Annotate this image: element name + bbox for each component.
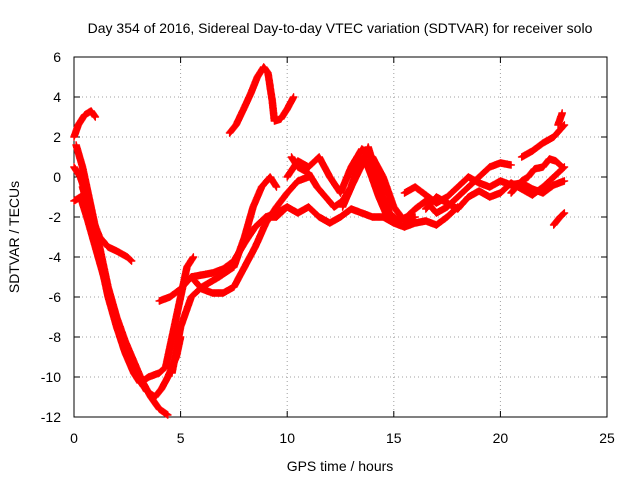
marker-trace <box>70 107 100 141</box>
marker-trace <box>338 143 515 225</box>
x-axis-label: GPS time / hours <box>287 458 394 474</box>
y-tick-label: -4 <box>49 249 62 265</box>
x-tick-label: 10 <box>279 430 295 446</box>
marker-trace <box>507 155 567 197</box>
marker-trace <box>187 173 313 297</box>
series-arc-10 <box>251 203 462 231</box>
x-tick-label: 5 <box>177 430 185 446</box>
marker-trace <box>517 121 569 161</box>
y-tick-label: 2 <box>53 129 61 145</box>
y-tick-label: -2 <box>49 209 62 225</box>
series-arc-17 <box>517 121 569 161</box>
series-arc-19 <box>554 109 567 129</box>
series-arc-7 <box>187 173 313 297</box>
series-arc-15 <box>421 163 569 213</box>
y-tick-label: 4 <box>53 89 61 105</box>
y-tick-label: -8 <box>49 329 62 345</box>
series-arc-9 <box>225 63 298 137</box>
y-tick-label: -6 <box>49 289 62 305</box>
series-arc-16 <box>507 155 567 197</box>
y-tick-label: 6 <box>53 49 61 65</box>
y-tick-labels: -12 -10 -8 -6 -4 -2 0 2 4 6 <box>41 49 61 425</box>
plot-frame <box>73 56 608 418</box>
y-tick-label: 0 <box>53 169 61 185</box>
marker-trace <box>251 203 462 231</box>
marker-trace <box>549 209 569 229</box>
data-marks <box>70 63 569 419</box>
series-arc-1 <box>70 107 100 141</box>
x-tick-labels: 0 5 10 15 20 25 <box>70 430 615 446</box>
series-arc-8 <box>168 173 281 377</box>
y-axis-label: SDTVAR / TECUs <box>6 181 22 293</box>
marker-trace <box>168 173 281 377</box>
marker-trace <box>421 163 569 213</box>
series-arc-18 <box>549 209 569 229</box>
marker-trace <box>78 183 198 387</box>
x-tick-label: 0 <box>70 430 78 446</box>
x-tick-label: 20 <box>493 430 509 446</box>
marker-trace <box>225 63 298 137</box>
x-tick-label: 15 <box>386 430 402 446</box>
y-tick-label: -12 <box>41 409 61 425</box>
marker-trace <box>554 109 567 129</box>
y-tick-label: -10 <box>41 369 61 385</box>
x-tick-label: 25 <box>599 430 615 446</box>
series-arc-5 <box>78 183 198 387</box>
grid-layer <box>74 57 607 417</box>
tick-layer <box>73 56 608 418</box>
series-arc-13 <box>338 143 515 225</box>
chart-title: Day 354 of 2016, Sidereal Day-to-day VTE… <box>88 20 593 36</box>
